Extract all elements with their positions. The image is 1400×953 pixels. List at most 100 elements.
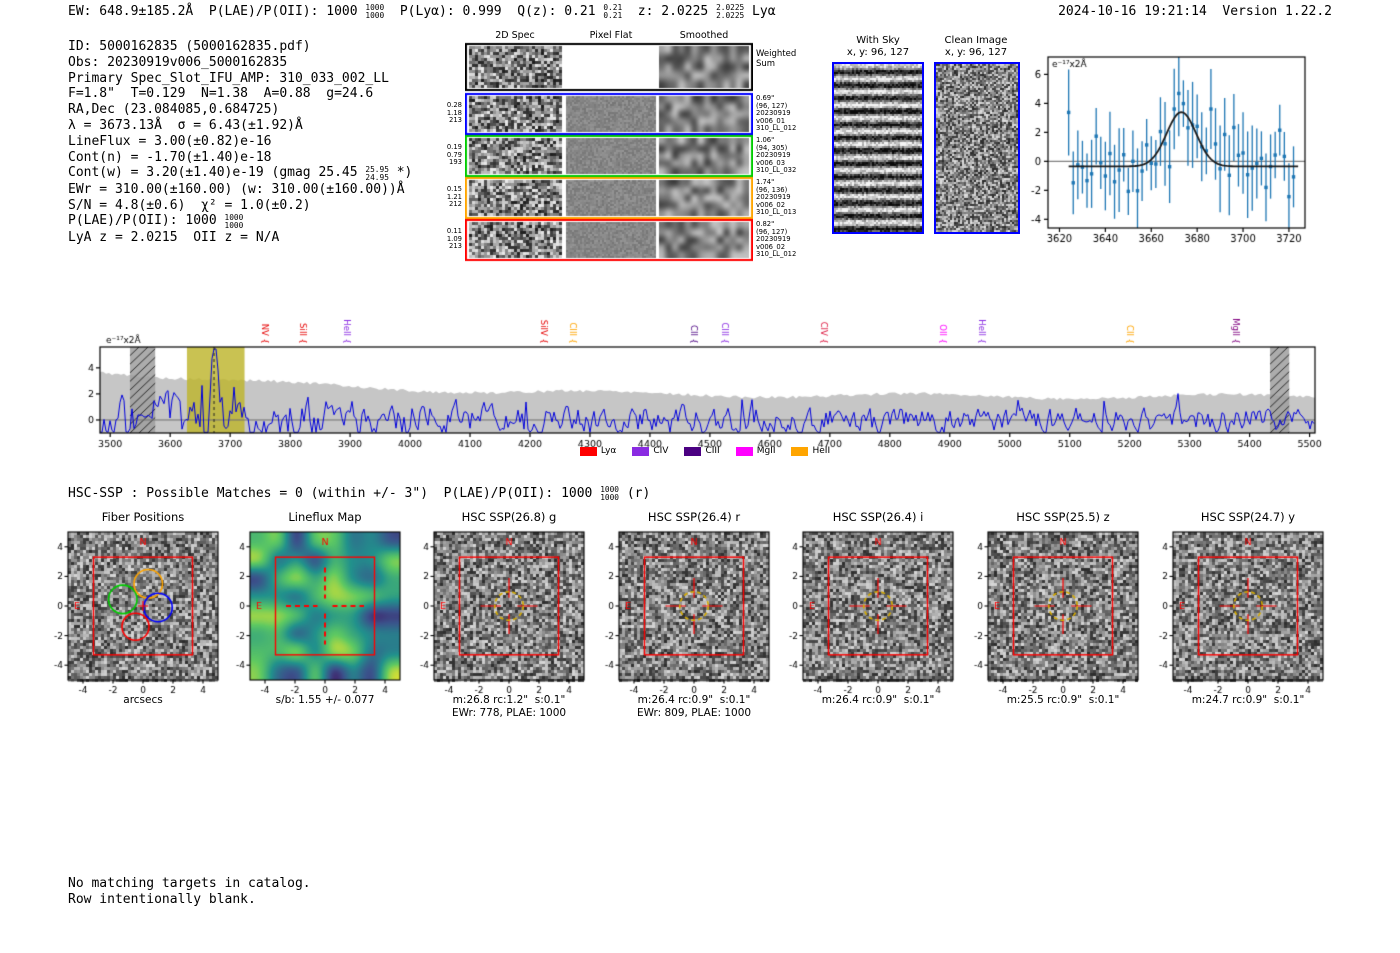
- legend-swatch: [791, 446, 809, 456]
- text-segment: RA,Dec (23.084085,0.684725): [68, 102, 280, 118]
- text-segment: EW: 648.9±185.2Å P(LAE)/P(OII): 1000: [68, 4, 366, 19]
- full-spectrum-plot: [80, 296, 1340, 458]
- text-segment: Cont(w) = 3.20(±1.40)e-19 (gmag 25.45: [68, 165, 366, 181]
- footer-line: Row intentionally blank.: [68, 891, 256, 907]
- cutout-title: HSC SSP(24.7) y: [1200, 510, 1296, 524]
- text-segment: EWr = 310.00(±160.00) (w: 310.00(±160.00…: [68, 181, 405, 197]
- text-segment: S/N = 4.8(±0.6) χ² = 1.0(±0.2): [68, 197, 311, 213]
- fraction-stack: 1000 1000: [365, 4, 384, 20]
- fraction-stack: 0.21 0.21: [603, 4, 622, 20]
- fraction-part: 1000: [600, 485, 619, 495]
- text-segment: LyA z = 2.0215 OII z = N/A: [68, 229, 280, 245]
- spec2d-column-header: Smoothed: [679, 30, 729, 41]
- cutout-caption: m:26.4 rc:0.9" s:0.1" EWr: 809, PLAE: 10…: [636, 694, 752, 719]
- info-line: ID: 5000162835 (5000162835.pdf): [68, 39, 412, 55]
- spec2d-row-right-label: 1.74" (96, 136) 20230919 v006_02 310_LL_…: [756, 178, 797, 217]
- with-sky-coords: x, y: 96, 127: [846, 46, 910, 58]
- fraction-part: 1000: [224, 212, 244, 222]
- info-line: S/N = 4.8(±0.6) χ² = 1.0(±0.2): [68, 198, 412, 214]
- legend-item: CIII: [684, 446, 720, 456]
- catalog-match-note: No matching targets in catalog. Row inten…: [68, 876, 311, 907]
- fraction-stack: 25.95 24.95: [365, 165, 389, 182]
- fraction-part: 24.95: [365, 172, 389, 182]
- clean-coords: x, y: 96, 127: [944, 46, 1008, 58]
- text-segment: λ = 3673.13Å σ = 6.43(±1.92)Å: [68, 117, 303, 133]
- legend-item: Lyα: [579, 446, 617, 456]
- hsc-match-summary: HSC-SSP : Possible Matches = 0 (within +…: [68, 486, 650, 502]
- spec2d-canvas: [465, 42, 753, 264]
- legend-item: CIV: [632, 446, 668, 456]
- cutout-title: HSC SSP(25.5) z: [1016, 510, 1110, 524]
- text-segment: HSC-SSP : Possible Matches = 0 (within +…: [68, 486, 601, 501]
- cutout-caption: m:24.7 rc:0.9" s:0.1": [1191, 694, 1305, 706]
- with-sky-image: [832, 62, 924, 234]
- cutout-title: HSC SSP(26.4) i: [832, 510, 924, 524]
- fraction-part: 0.21: [603, 3, 623, 13]
- timestamp-version: 2024-10-16 19:21:14 Version 1.22.2: [1058, 4, 1332, 19]
- spec2d-row-left-label: 0.11 1.09 213: [446, 227, 462, 251]
- cutout-title: Lineflux Map: [288, 510, 362, 524]
- spec2d-row-left-label: 0.28 1.18 213: [446, 101, 462, 125]
- spec2d-column-header: Pixel Flat: [589, 30, 633, 41]
- text-segment: (r): [619, 486, 651, 501]
- text-segment: Cont(n) = -1.70(±1.40)e-18: [68, 149, 272, 165]
- fraction-part: 1000: [365, 3, 385, 13]
- legend-label: Lyα: [600, 446, 617, 456]
- legend-label: CIII: [705, 446, 720, 456]
- text-segment: ID: 5000162835 (5000162835.pdf): [68, 39, 311, 54]
- info-line: Primary Spec_Slot_IFU_AMP: 310_033_002_L…: [68, 71, 412, 87]
- text-segment: *): [388, 165, 413, 181]
- text-segment: Lyα: [744, 4, 776, 19]
- fraction-stack: 1000 1000: [224, 212, 244, 230]
- info-line: LyA z = 2.0215 OII z = N/A: [68, 230, 412, 246]
- clean-image: [934, 62, 1020, 234]
- with-sky-title-line: With Sky: [856, 35, 900, 46]
- fraction-part: 0.21: [603, 11, 623, 21]
- info-line: P(LAE)/P(OII): 1000 1000 1000: [68, 213, 412, 229]
- legend-swatch: [579, 446, 597, 456]
- spec2d-row-right-label: 1.06" (94, 305) 20230919 v006_03 310_LL_…: [756, 136, 797, 175]
- cutout-title: HSC SSP(26.8) g: [461, 510, 557, 524]
- info-line: Cont(w) = 3.20(±1.40)e-19 (gmag 25.45 25…: [68, 165, 412, 181]
- text-segment: Primary Spec_Slot_IFU_AMP: 310_033_002_L…: [68, 70, 389, 86]
- footer-line: No matching targets in catalog.: [68, 876, 311, 891]
- text-segment: P(LAE)/P(OII): 1000: [68, 213, 225, 229]
- cutout-caption: s/b: 1.55 +/- 0.077: [275, 694, 375, 706]
- info-line: Cont(n) = -1.70(±1.40)e-18: [68, 150, 412, 166]
- legend-item: MgII: [735, 446, 776, 456]
- text-segment: z: 2.0225: [622, 4, 717, 19]
- with-sky-title: With Sky x, y: 96, 127: [847, 35, 909, 58]
- spec2d-row-left-label: 0.19 0.79 193: [446, 143, 462, 167]
- cutout-caption: m:25.5 rc:0.9" s:0.1": [1006, 694, 1120, 706]
- cutout-caption: arcsecs: [123, 694, 163, 706]
- spec2d-row-right-label: 0.82" (96, 127) 20230919 v006_02 310_LL_…: [756, 220, 797, 259]
- legend-label: MgII: [756, 446, 776, 456]
- cutout-strip: [40, 526, 1370, 696]
- spectrum-legend: Lyα CIV CIII MgII HeII: [540, 446, 870, 456]
- spec2d-column-header: 2D Spec: [495, 30, 535, 41]
- text-segment: Obs: 20230919v006_5000162835: [68, 54, 288, 70]
- line-fit-plot: [1020, 48, 1392, 248]
- info-line: LineFlux = 3.00(±0.82)e-16: [68, 134, 412, 150]
- legend-item: HeII: [791, 446, 830, 456]
- fraction-part: 1000: [600, 493, 619, 503]
- info-line: RA,Dec (23.084085,0.684725): [68, 102, 412, 118]
- text-segment: P(Lyα): 0.999 Q(z): 0.21: [384, 4, 604, 19]
- cutout-title: HSC SSP(26.4) r: [647, 510, 741, 524]
- fraction-part: 1000: [365, 11, 385, 21]
- fraction-part: 2.0225: [716, 3, 745, 13]
- fraction-stack: 2.0225 2.0225: [716, 4, 744, 20]
- clean-title-line: Clean Image: [944, 35, 1008, 46]
- fraction-part: 2.0225: [716, 11, 745, 21]
- weighted-sum-label: Weighted Sum: [756, 49, 797, 69]
- target-info-block: ID: 5000162835 (5000162835.pdf) Obs: 2023…: [68, 39, 412, 245]
- legend-label: HeII: [812, 446, 831, 456]
- fraction-stack: 1000 1000: [600, 486, 619, 502]
- info-line: λ = 3673.13Å σ = 6.43(±1.92)Å: [68, 118, 412, 134]
- clean-image-title: Clean Image x, y: 96, 127: [945, 35, 1008, 58]
- text-segment: F=1.8" T=0.129 N=1.38 A=0.88 g=24.6: [68, 86, 374, 102]
- info-line: Obs: 20230919v006_5000162835: [68, 55, 412, 71]
- legend-swatch: [735, 446, 753, 456]
- legend-label: CIV: [653, 446, 669, 456]
